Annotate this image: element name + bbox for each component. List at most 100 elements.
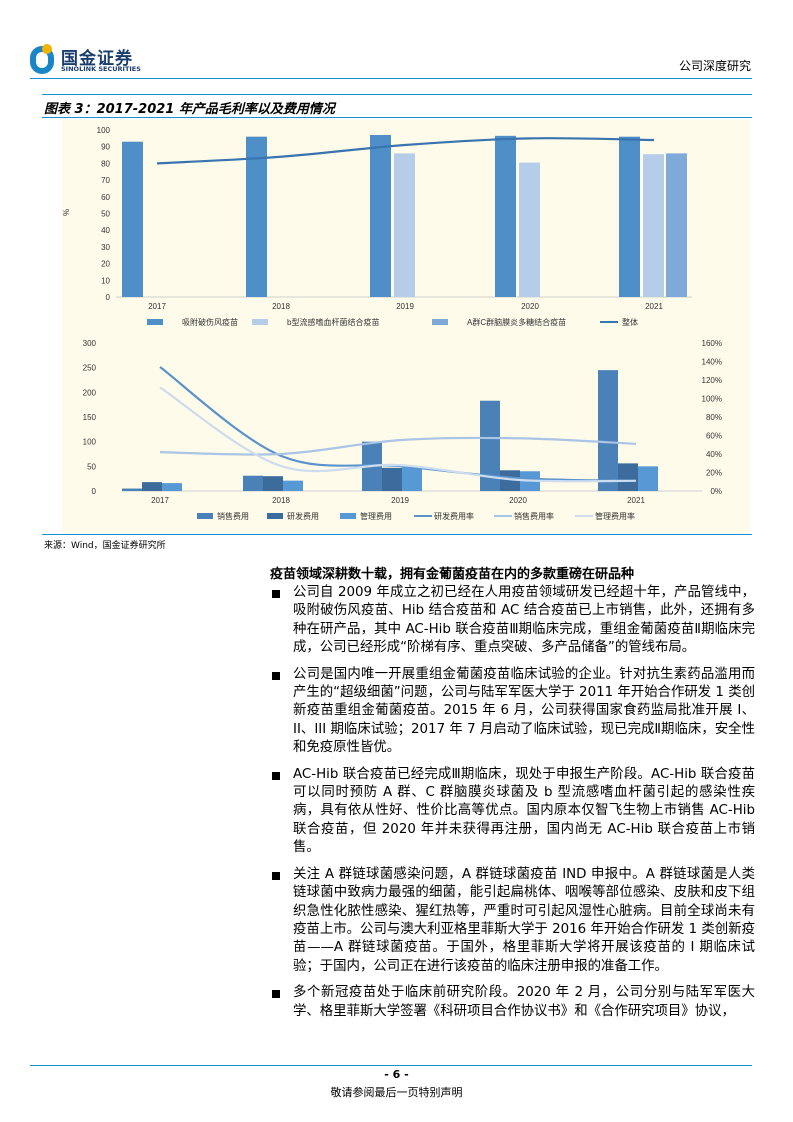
bullet-icon — [272, 771, 280, 780]
bar-管理费用 — [162, 483, 182, 491]
legend-swatch — [147, 319, 163, 325]
header-divider — [30, 78, 752, 79]
section-title: 疫苗领域深耕数十载，拥有金葡菌疫苗在内的多款重磅在研品种 — [270, 567, 635, 582]
legend-label: 研发费用 — [287, 511, 319, 521]
document-type: 公司深度研究 — [678, 59, 751, 73]
y-tick-label: 90 — [101, 143, 110, 152]
figure-title-rule — [42, 117, 752, 118]
x-tick-label: 2020 — [509, 496, 527, 505]
y-tick-label: 200 — [83, 388, 97, 397]
figure-bottom-rule — [42, 534, 752, 535]
list-item: 公司自 2009 年成立之初已经在人用疫苗领域研发已经超十年，产品管线中，吸附破… — [272, 584, 755, 658]
bullet-icon — [272, 590, 280, 598]
paragraph-3: AC-Hib 联合疫苗已经完成Ⅲ期临床，现处于申报生产阶段。AC-Hib 联合疫… — [293, 766, 755, 856]
figure-top-rule — [42, 94, 752, 95]
bar-研发费用 — [382, 467, 402, 491]
y-tick-label: 80 — [101, 159, 110, 168]
y-tick-label: 150 — [83, 413, 97, 422]
y-tick-label: 20 — [101, 260, 110, 269]
y2-tick-label: 140% — [702, 358, 722, 367]
x-tick-label: 2019 — [391, 496, 409, 505]
bar-研发费用 — [263, 476, 283, 491]
y-tick-label: 0 — [106, 293, 111, 302]
paragraph-1: 公司自 2009 年成立之初已经在人用疫苗领域研发已经超十年，产品管线中，吸附破… — [293, 585, 755, 656]
bullet-list: 公司自 2009 年成立之初已经在人用疫苗领域研发已经超十年，产品管线中，吸附破… — [272, 584, 755, 1029]
legend-swatch — [267, 513, 283, 519]
footer-divider — [30, 1065, 752, 1066]
y-tick-label: 40 — [101, 226, 110, 235]
y-tick-label: 300 — [83, 339, 97, 348]
bar-销售费用 — [122, 488, 142, 491]
y2-tick-label: 80% — [706, 413, 722, 422]
x-tick-label: 2020 — [521, 302, 539, 311]
line-销售费用率 — [159, 436, 637, 456]
disclaimer: 敬请参阅最后一页特别声明 — [330, 1086, 463, 1099]
company-logo: 国金证券 SINOLINK SECURITIES — [30, 44, 150, 76]
x-tick-label: 2018 — [272, 496, 290, 505]
y-tick-label: 10 — [101, 276, 110, 285]
list-item: 多个新冠疫苗处于临床前研究阶段。2020 年 2 月，公司分别与陆军军医大学、格… — [272, 984, 755, 1021]
bullet-icon — [272, 671, 280, 680]
logo-en: SINOLINK SECURITIES — [61, 65, 141, 73]
y-tick-label: 0 — [92, 487, 97, 496]
legend-label: 吸附破伤风疫苗 — [182, 317, 238, 327]
bar-研发费用 — [142, 482, 162, 491]
paragraph-5: 多个新冠疫苗处于临床前研究阶段。2020 年 2 月，公司分别与陆军军医大学、格… — [293, 985, 755, 1019]
bar-吸附破伤风疫苗 — [370, 135, 391, 297]
y-tick-label: 50 — [101, 210, 110, 219]
legend-label: 研发费用率 — [434, 511, 474, 521]
y2-tick-label: 0% — [710, 487, 722, 496]
legend-label: 整体 — [622, 317, 638, 327]
bar-吸附破伤风疫苗 — [495, 135, 516, 297]
y2-tick-label: 20% — [706, 469, 722, 478]
logo-cn: 国金证券 — [61, 49, 133, 69]
bar-b型流感嗜血杆菌结合疫苗 — [643, 154, 664, 297]
bar-吸附破伤风疫苗 — [246, 136, 267, 297]
paragraph-2: 公司是国内唯一开展重组金葡菌疫苗临床试验的企业。针对抗生素药品滥用而产生的“超级… — [293, 666, 755, 756]
y-axis-label: % — [62, 209, 71, 216]
x-tick-label: 2021 — [645, 302, 663, 311]
bullet-icon — [272, 990, 280, 999]
legend-swatch — [340, 513, 356, 519]
bar-研发费用 — [618, 463, 638, 491]
y-tick-label: 60 — [101, 193, 110, 202]
bar-销售费用 — [243, 475, 263, 491]
y-tick-label: 50 — [87, 462, 96, 471]
list-item: 公司是国内唯一开展重组金葡菌疫苗临床试验的企业。针对抗生素药品滥用而产生的“超级… — [272, 666, 755, 758]
x-tick-label: 2017 — [148, 302, 166, 311]
y-tick-label: 30 — [101, 243, 110, 252]
x-tick-label: 2018 — [272, 302, 290, 311]
legend-swatch — [432, 319, 448, 325]
bar-销售费用 — [598, 370, 618, 491]
y-tick-label: 100 — [83, 438, 97, 447]
paragraph-4: 关注 A 群链球菌感染问题，A 群链球菌疫苗 IND 申报中。A 群链球菌是人类… — [293, 866, 755, 974]
logo-dot — [42, 44, 52, 54]
y2-tick-label: 160% — [702, 339, 722, 348]
bullet-icon — [272, 871, 280, 880]
y2-tick-label: 60% — [706, 432, 722, 441]
bar-b型流感嗜血杆菌结合疫苗 — [519, 162, 540, 297]
x-tick-label: 2021 — [627, 496, 645, 505]
bar-吸附破伤风疫苗 — [619, 136, 640, 297]
legend-label: 管理费用率 — [595, 511, 635, 521]
bar-管理费用 — [638, 466, 658, 491]
bar-销售费用 — [480, 400, 500, 491]
y2-tick-label: 100% — [702, 395, 722, 404]
figure-title: 图表 3：2017-2021 年产品毛利率以及费用情况 — [44, 102, 335, 117]
bar-吸附破伤风疫苗 — [122, 141, 143, 297]
y-tick-label: 250 — [83, 364, 97, 373]
list-item: AC-Hib 联合疫苗已经完成Ⅲ期临床，现处于申报生产阶段。AC-Hib 联合疫… — [272, 766, 755, 858]
bar-b型流感嗜血杆菌结合疫苗 — [394, 153, 415, 297]
legend-label: 销售费用率 — [514, 511, 554, 521]
y2-tick-label: 120% — [702, 376, 722, 385]
figure-charts: 0 10 20 30 40 50 60 70 80 90 100% 2017 2018 2019 2020 2… — [62, 120, 750, 535]
bar-管理费用 — [283, 480, 303, 491]
x-tick-label: 2017 — [151, 496, 169, 505]
legend-swatch — [197, 513, 213, 519]
legend-swatch — [252, 319, 268, 325]
legend-label: 管理费用 — [360, 511, 392, 521]
bar-管理费用 — [402, 467, 422, 491]
list-item: 关注 A 群链球菌感染问题，A 群链球菌疫苗 IND 申报中。A 群链球菌是人类… — [272, 866, 755, 976]
legend-label: 销售费用 — [217, 511, 249, 521]
line-整体 — [156, 137, 655, 165]
